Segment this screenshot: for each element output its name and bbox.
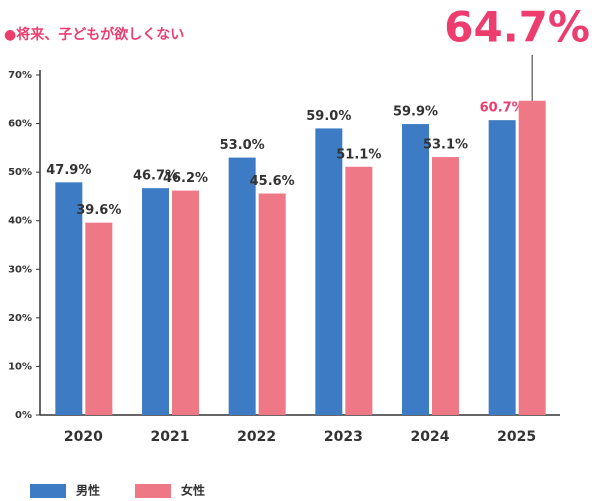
- value-label: 46.7%: [133, 169, 178, 184]
- y-tick-label: 40%: [8, 216, 32, 227]
- y-tick-label: 70%: [8, 70, 32, 81]
- x-tick-label: 2021: [151, 429, 190, 445]
- legend-swatch: [135, 484, 171, 498]
- value-label: 46.2%: [163, 171, 208, 186]
- value-label: 64.7%: [444, 3, 590, 52]
- legend-label: 男性: [76, 483, 100, 498]
- bar: [402, 124, 429, 416]
- bar: [85, 222, 113, 415]
- x-tick-label: 2024: [411, 429, 450, 445]
- value-label: 59.0%: [306, 109, 351, 124]
- y-tick-label: 30%: [8, 264, 32, 275]
- value-label: 53.1%: [423, 138, 468, 153]
- legend-label: 女性: [181, 483, 205, 498]
- value-label: 39.6%: [76, 203, 121, 218]
- value-label: 59.9%: [393, 105, 438, 120]
- y-tick-label: 0%: [15, 410, 32, 421]
- value-label: 45.6%: [250, 174, 295, 189]
- bar: [55, 182, 83, 415]
- y-tick-label: 10%: [8, 361, 32, 372]
- bar: [258, 193, 286, 415]
- x-tick-label: 2023: [324, 429, 363, 445]
- bar: [142, 188, 169, 415]
- value-label: 53.0%: [220, 138, 265, 153]
- value-label: 60.7%: [480, 101, 525, 116]
- value-label: 51.1%: [336, 147, 381, 162]
- bar: [345, 166, 373, 415]
- legend-swatch: [30, 484, 66, 498]
- x-tick-label: 2020: [64, 429, 103, 445]
- bar: [518, 100, 546, 415]
- y-tick-label: 60%: [8, 119, 32, 130]
- bar: [315, 128, 343, 415]
- x-tick-label: 2025: [497, 429, 536, 445]
- bar: [432, 157, 459, 416]
- bar: [488, 120, 516, 416]
- value-label: 47.9%: [46, 163, 91, 178]
- y-tick-label: 50%: [8, 167, 32, 178]
- bar: [172, 190, 199, 415]
- y-tick-label: 20%: [8, 313, 32, 324]
- bar: [228, 157, 256, 416]
- x-tick-label: 2022: [237, 429, 276, 445]
- chart-title: ●将来、子どもが欲しくない: [4, 26, 184, 43]
